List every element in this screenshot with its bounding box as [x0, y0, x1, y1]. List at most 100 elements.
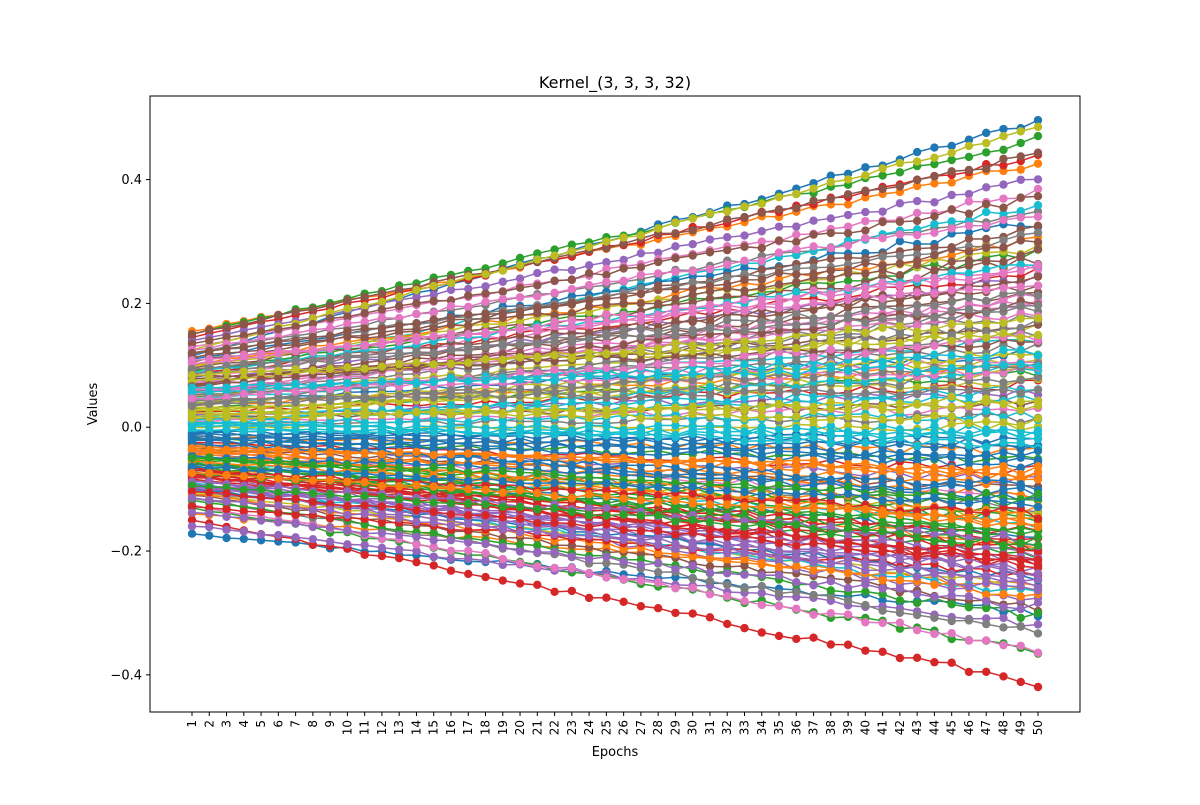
data-point	[999, 640, 1008, 650]
data-point	[671, 608, 680, 618]
data-point	[360, 550, 369, 559]
data-point	[723, 569, 732, 578]
data-point	[205, 336, 214, 345]
data-point	[895, 576, 905, 585]
data-point	[446, 278, 456, 288]
data-point	[325, 324, 335, 333]
data-point	[792, 577, 801, 587]
data-point	[757, 243, 766, 253]
data-point	[705, 562, 715, 571]
data-point	[619, 276, 628, 286]
data-point	[982, 603, 991, 613]
data-point	[584, 593, 594, 603]
data-point	[947, 600, 956, 609]
data-point	[843, 442, 853, 451]
data-point	[187, 515, 197, 525]
data-point	[1033, 629, 1043, 638]
data-point	[360, 529, 369, 538]
data-point	[843, 569, 853, 578]
data-point	[567, 284, 577, 294]
data-point	[464, 302, 473, 312]
data-point	[412, 557, 421, 567]
data-point	[809, 581, 818, 590]
data-point	[325, 523, 335, 532]
data-point	[481, 289, 490, 298]
data-point	[740, 561, 749, 571]
data-point	[964, 189, 974, 199]
data-point	[947, 224, 956, 233]
data-point	[705, 221, 715, 230]
series-6	[187, 148, 1043, 339]
data-point	[964, 141, 974, 151]
data-point	[912, 147, 922, 157]
data-point	[947, 141, 956, 151]
data-point	[567, 266, 577, 275]
data-point	[481, 297, 490, 306]
data-point	[1033, 122, 1043, 132]
data-point	[481, 572, 490, 582]
data-point	[222, 505, 231, 514]
data-point	[930, 179, 939, 188]
data-point	[999, 161, 1008, 170]
data-point	[688, 278, 697, 287]
data-point	[498, 542, 507, 552]
data-point	[619, 233, 628, 242]
data-point	[533, 547, 542, 557]
data-point	[912, 196, 922, 206]
data-point	[982, 183, 991, 192]
data-point	[792, 245, 801, 254]
data-point	[964, 603, 974, 612]
data-point	[912, 625, 922, 635]
data-point	[429, 542, 438, 552]
data-point	[653, 224, 663, 233]
data-point	[723, 592, 732, 601]
data-point	[878, 234, 887, 243]
data-point	[999, 215, 1008, 225]
data-point	[222, 332, 231, 342]
data-point	[964, 269, 974, 278]
data-point	[774, 563, 784, 572]
data-point	[464, 546, 473, 555]
data-point	[999, 194, 1008, 203]
data-point	[982, 381, 991, 390]
data-point	[688, 214, 697, 223]
data-point	[999, 180, 1008, 189]
data-point	[895, 608, 905, 617]
data-point	[878, 164, 887, 173]
data-point	[826, 171, 836, 180]
data-point	[982, 265, 991, 274]
data-point	[1033, 148, 1043, 157]
data-point	[239, 527, 248, 536]
data-point	[964, 228, 974, 237]
data-point	[982, 406, 991, 416]
data-point	[567, 247, 577, 256]
data-point	[930, 212, 939, 221]
data-point	[567, 586, 577, 596]
data-point	[1016, 175, 1025, 184]
data-point	[809, 392, 818, 401]
data-point	[446, 285, 456, 295]
data-point	[757, 256, 766, 266]
data-point	[723, 207, 732, 216]
data-point	[187, 330, 197, 339]
data-point	[895, 584, 905, 593]
data-point	[809, 216, 818, 225]
data-point	[792, 230, 801, 239]
data-point	[498, 287, 507, 296]
data-point	[274, 325, 283, 334]
data-point	[291, 510, 300, 520]
data-point	[360, 308, 369, 318]
data-point	[446, 566, 456, 575]
data-point	[481, 556, 490, 565]
data-point	[274, 310, 283, 320]
data-point	[826, 244, 836, 253]
data-point	[653, 568, 663, 577]
data-point	[878, 453, 887, 462]
data-point	[878, 252, 887, 261]
data-point	[498, 266, 507, 275]
data-point	[757, 208, 766, 217]
data-point	[774, 631, 784, 641]
data-point	[809, 184, 818, 193]
data-point	[239, 507, 248, 516]
